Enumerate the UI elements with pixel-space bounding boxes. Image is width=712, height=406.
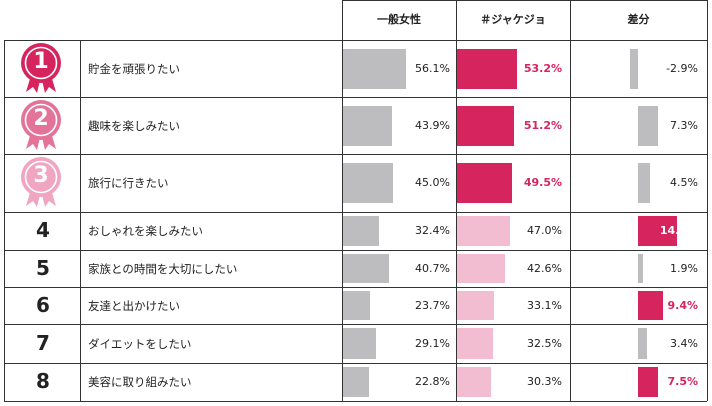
jacket-jo-bar xyxy=(457,216,510,246)
jacket-jo-value: 30.3% xyxy=(527,375,562,388)
general-bar xyxy=(343,254,389,283)
header-jacket-jo: ＃ジャケジョ xyxy=(480,13,546,26)
diff-bar xyxy=(638,254,644,283)
row-label: 美容に取り組みたい xyxy=(88,375,192,389)
diff-bar xyxy=(630,48,638,89)
general-bar xyxy=(343,291,370,320)
row-divider xyxy=(4,97,707,98)
rank-number: 4 xyxy=(36,218,50,242)
diff-bar xyxy=(638,105,658,146)
jacket-jo-bar xyxy=(457,105,515,146)
rank-number: 7 xyxy=(36,330,50,355)
general-value: 43.9% xyxy=(415,118,450,132)
general-bar xyxy=(343,367,369,397)
row-divider xyxy=(4,287,707,288)
row-divider xyxy=(4,250,707,251)
row-divider xyxy=(4,324,707,325)
general-bar xyxy=(343,48,406,89)
general-value: 23.7% xyxy=(415,298,450,312)
row-label: 友達と出かけたい xyxy=(88,298,180,313)
jacket-jo-value: 32.5% xyxy=(527,336,562,350)
general-value: 22.8% xyxy=(415,375,450,388)
rank-number: 2 xyxy=(33,105,49,131)
diff-bar xyxy=(638,291,664,320)
diff-value: 4.5% xyxy=(670,176,698,189)
row-label: ダイエットをしたい xyxy=(88,336,192,351)
column-divider xyxy=(4,40,5,401)
jacket-jo-bar xyxy=(457,163,513,203)
row-label: 家族との時間を大切にしたい xyxy=(88,261,238,276)
row-divider xyxy=(4,40,707,41)
diff-value: 1.9% xyxy=(670,261,698,275)
diff-value: 7.5% xyxy=(667,375,698,388)
diff-bar xyxy=(638,367,659,397)
rank-number: 6 xyxy=(36,292,50,317)
column-divider xyxy=(80,40,81,401)
jacket-jo-bar xyxy=(457,291,495,320)
row-divider xyxy=(4,363,707,364)
jacket-jo-bar xyxy=(457,48,517,89)
column-divider xyxy=(342,0,343,401)
rank-medal-icon xyxy=(18,99,64,151)
jacket-jo-bar xyxy=(457,254,505,283)
diff-value: 9.4% xyxy=(667,298,698,312)
row-divider xyxy=(4,212,707,213)
row-label: 趣味を楽しみたい xyxy=(88,118,180,133)
general-value: 40.7% xyxy=(415,261,450,275)
row-divider xyxy=(4,401,707,402)
table-top-border xyxy=(342,0,707,1)
column-divider xyxy=(707,0,708,401)
general-bar xyxy=(343,328,376,359)
jacket-jo-value: 53.2% xyxy=(523,61,562,75)
diff-value: -2.9% xyxy=(666,61,698,75)
general-value: 29.1% xyxy=(415,336,450,350)
header-diff: 差分 xyxy=(627,13,650,26)
rank-number: 3 xyxy=(33,163,49,188)
diff-bar xyxy=(638,163,651,203)
rank-number: 1 xyxy=(33,48,49,74)
rank-medal-icon xyxy=(18,42,64,94)
general-bar xyxy=(343,163,394,203)
general-bar xyxy=(343,216,380,246)
rank-number: 5 xyxy=(36,255,50,280)
row-label: おしゃれを楽しみたい xyxy=(88,224,203,238)
jacket-jo-value: 42.6% xyxy=(527,261,562,275)
jacket-jo-value: 51.2% xyxy=(523,118,562,132)
jacket-jo-value: 47.0% xyxy=(527,224,562,237)
diff-value: 7.3% xyxy=(670,118,698,132)
general-bar xyxy=(343,105,393,146)
general-value: 56.1% xyxy=(415,61,450,75)
rank-medal-icon xyxy=(18,156,64,208)
diff-bar xyxy=(638,216,678,246)
general-value: 45.0% xyxy=(415,176,450,189)
jacket-jo-bar xyxy=(457,328,494,359)
general-value: 32.4% xyxy=(415,224,450,237)
header-general: 一般女性 xyxy=(377,13,421,26)
column-divider xyxy=(570,0,571,401)
diff-value: 3.4% xyxy=(670,336,698,350)
jacket-jo-bar xyxy=(457,367,491,397)
column-divider xyxy=(456,0,457,401)
rank-number: 8 xyxy=(36,369,50,393)
row-label: 旅行に行きたい xyxy=(88,176,169,190)
diff-value: 14.6% xyxy=(659,224,698,237)
row-divider xyxy=(4,154,707,155)
diff-bar xyxy=(638,328,648,359)
row-label: 貯金を頑張りたい xyxy=(88,61,180,76)
jacket-jo-value: 33.1% xyxy=(527,298,562,312)
jacket-jo-value: 49.5% xyxy=(523,176,562,189)
